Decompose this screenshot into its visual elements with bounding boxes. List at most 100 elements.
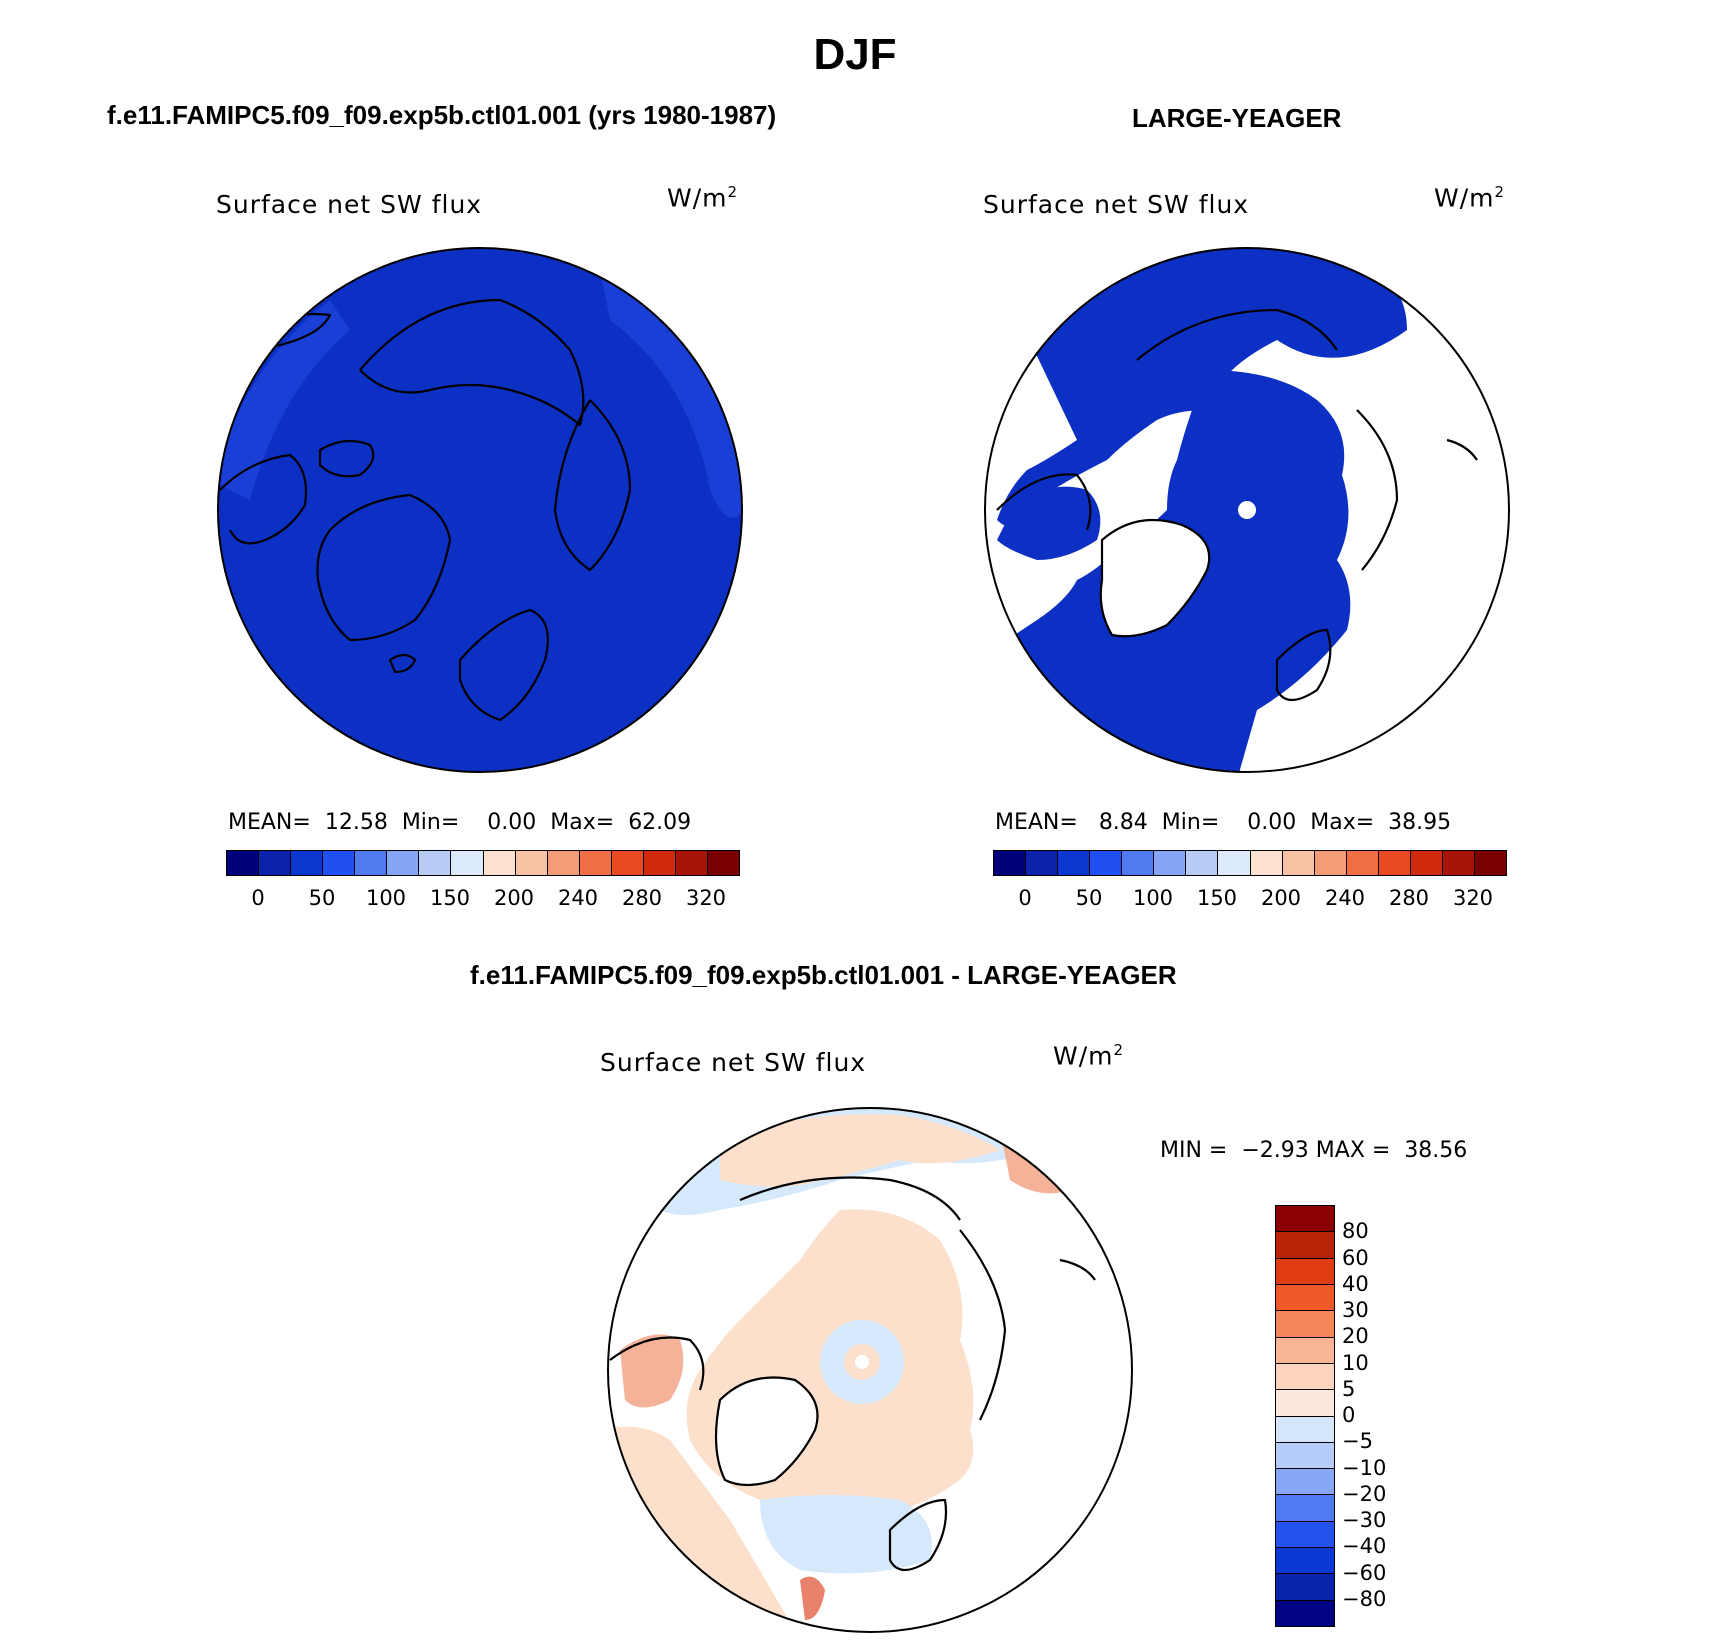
panel1-colorbar-cell <box>259 851 292 875</box>
diff-colorbar-tick-label: −60 <box>1342 1560 1387 1585</box>
panel2-colorbar-cell <box>1122 851 1155 875</box>
panel1-colorbar <box>226 850 740 876</box>
diff-colorbar-tick-label: 30 <box>1342 1298 1369 1322</box>
panel1-mean-value: 12.58 <box>324 810 388 835</box>
diff-colorbar-tick-label: −80 <box>1342 1586 1387 1611</box>
panel1-coast-siberia <box>359 298 585 427</box>
panel2-colorbar-cell <box>1410 851 1443 875</box>
diff-colorbar-cell <box>1276 1390 1334 1417</box>
panel1-colorbar-tick-label: 100 <box>365 886 407 910</box>
panel1-colorbar-cell <box>387 851 420 875</box>
diff-pole-hole <box>855 1355 869 1369</box>
panel2-colorbar-tick-label: 150 <box>1196 886 1238 910</box>
panel1-colorbar-cell <box>515 851 548 875</box>
panel2-mean-label: MEAN= <box>995 810 1078 835</box>
diff-colorbar-tick-label: 0 <box>1342 1403 1356 1427</box>
panel2-colorbar-cell <box>1314 851 1347 875</box>
panel2-min-value: 0.00 <box>1247 810 1297 835</box>
panel1-shade-band-2 <box>218 300 350 500</box>
panel1-colorbar-cell <box>291 851 324 875</box>
diff-map <box>607 1107 1133 1633</box>
panel1-coast-iceland <box>388 653 417 674</box>
panel2-coast-siberia <box>1136 308 1338 361</box>
diff-colorbar <box>1275 1205 1335 1627</box>
diff-greenland-land <box>714 1376 819 1487</box>
panel2-colorbar-tick-label: 240 <box>1324 886 1366 910</box>
panel1-ocean-fill <box>218 248 742 772</box>
diff-colorbar-cell <box>1276 1442 1334 1470</box>
panel1-max-label: Max= <box>550 810 615 835</box>
panel1-units-base: W/m <box>667 183 728 213</box>
diff-colorbar-tick-label: −5 <box>1342 1429 1373 1454</box>
diff-colorbar-cell <box>1276 1416 1334 1443</box>
panel1-subtitle: f.e11.FAMIPC5.f09_f09.exp5b.ctl01.001 (y… <box>107 100 777 130</box>
panel1-coast-canada <box>219 453 308 545</box>
panel1-colorbar-tick-label: 50 <box>308 886 336 910</box>
panel1-plot-title: Surface net SW flux <box>216 190 483 219</box>
panel1-colorbar-cell <box>611 851 644 875</box>
panel2-colorbar-tick-label: 320 <box>1452 886 1494 910</box>
panel1-colorbar-tick-label: 320 <box>685 886 727 910</box>
diff-colorbar-tick-label: 10 <box>1342 1350 1369 1375</box>
diff-colorbar-cell <box>1276 1363 1334 1391</box>
panel2-colorbar-cell <box>1250 851 1283 875</box>
panel2-colorbar-tick-label: 280 <box>1388 886 1430 910</box>
diff-colorbar-cell <box>1276 1311 1334 1338</box>
panel1-colorbar-tick-label: 240 <box>557 886 599 910</box>
diff-plot-title: Surface net SW flux <box>600 1048 867 1077</box>
panel1-shade-band <box>600 270 742 518</box>
panel2-colorbar-cell <box>1058 851 1091 875</box>
diff-coast-alaska <box>1059 1258 1096 1281</box>
diff-colorbar-tick-label: 60 <box>1342 1245 1369 1270</box>
panel2-units-exp: 2 <box>1494 183 1506 201</box>
panel2-map <box>984 247 1510 773</box>
panel2-colorbar-tick-label: 100 <box>1132 886 1174 910</box>
panel1-stats: MEAN= 12.58 Min= 0.00 Max= 62.09 <box>228 810 691 835</box>
diff-min-label: MIN = <box>1160 1138 1228 1163</box>
diff-colorbar-cell <box>1276 1258 1334 1285</box>
panel1-colorbar-cell <box>355 851 388 875</box>
panel2-colorbar-cell <box>1474 851 1506 875</box>
panel1-units: W/m2 <box>667 183 738 212</box>
diff-colorbar-tick-label: −40 <box>1342 1534 1387 1559</box>
panel2-mean-value: 8.84 <box>1098 810 1148 835</box>
panel1-map <box>217 247 743 773</box>
panel2-colorbar-cell <box>1090 851 1123 875</box>
panel1-coast-russia-east <box>553 399 632 572</box>
panel2-colorbar-cell <box>1218 851 1251 875</box>
panel1-colorbar-cell <box>483 851 516 875</box>
diff-units: W/m2 <box>1053 1041 1124 1070</box>
panel1-min-label: Min= <box>401 810 460 835</box>
panel2-colorbar-cell <box>1346 851 1379 875</box>
diff-coast-siberia <box>739 1176 961 1221</box>
panel2-max-label: Max= <box>1310 810 1375 835</box>
diff-colorbar-cell <box>1276 1495 1334 1522</box>
panel1-coast-greenland <box>316 493 452 642</box>
panel1-colorbar-tick-label: 200 <box>493 886 535 910</box>
panel1-colorbar-cell <box>547 851 580 875</box>
panel2-min-label: Min= <box>1161 810 1220 835</box>
panel1-colorbar-cell <box>419 851 452 875</box>
panel2-stats: MEAN= 8.84 Min= 0.00 Max= 38.95 <box>995 810 1451 835</box>
panel1-colorbar-cell <box>707 851 739 875</box>
diff-min-value: −2.93 <box>1241 1138 1309 1163</box>
diff-colorbar-tick-label: 80 <box>1342 1219 1369 1244</box>
diff-max-value: 38.56 <box>1404 1138 1468 1163</box>
diff-salmon-north <box>720 1114 1000 1187</box>
panel1-min-value: 0.00 <box>487 810 537 835</box>
panel2-colorbar-cell <box>1154 851 1187 875</box>
diff-units-exp: 2 <box>1113 1041 1125 1059</box>
diff-colorbar-cell <box>1276 1548 1334 1575</box>
diff-colorbar-cell <box>1276 1206 1334 1233</box>
panel1-colorbar-cell <box>451 851 484 875</box>
panel2-coast-alaska <box>1446 438 1478 461</box>
panel1-max-value: 62.09 <box>628 810 692 835</box>
panel2-plot-title: Surface net SW flux <box>983 190 1250 219</box>
panel1-colorbar-cell <box>227 851 260 875</box>
diff-colorbar-cell <box>1276 1521 1334 1549</box>
figure-title: DJF <box>813 30 897 79</box>
diff-orange-baffin <box>620 1334 684 1408</box>
panel2-colorbar-cell <box>1282 851 1315 875</box>
panel2-colorbar-cell <box>1026 851 1059 875</box>
diff-colorbar-labels: 80 60 40 30 20 10 5 0 −5 −10 −20 −30 −40 −60 −80 <box>1342 1205 1402 1625</box>
